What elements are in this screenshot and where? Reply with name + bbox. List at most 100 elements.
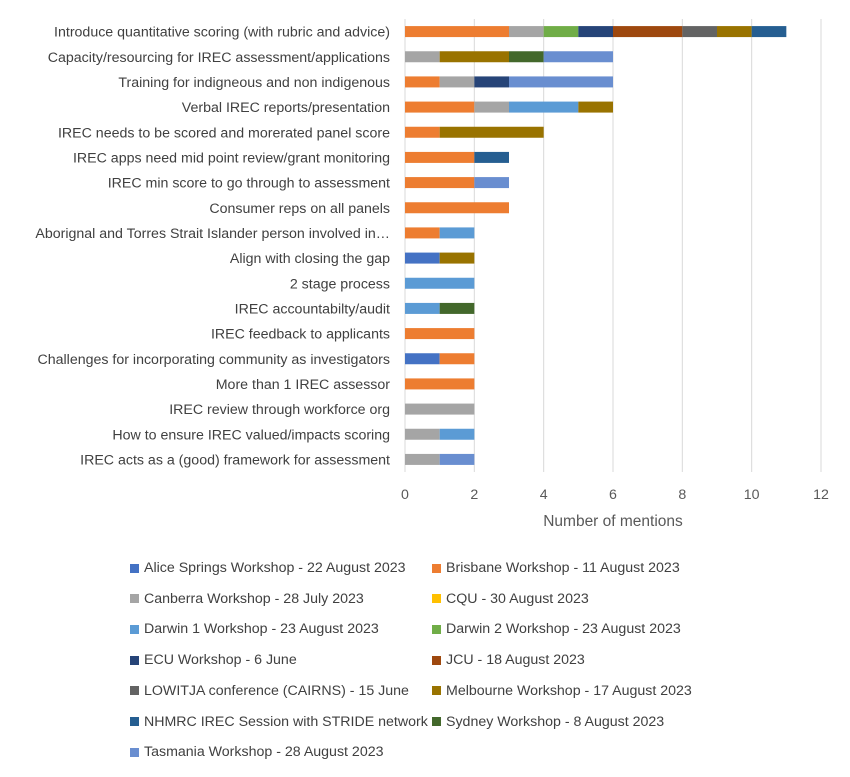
legend-swatch	[432, 655, 441, 665]
bar-segment	[405, 126, 440, 138]
legend-label: ECU Workshop - 6 June	[144, 652, 297, 669]
bar-segment	[439, 51, 509, 63]
bar-segment	[543, 26, 579, 38]
x-tick-label: 12	[813, 487, 829, 503]
legend-item: JCU - 18 August 2023	[432, 650, 585, 670]
category-label: IREC apps need mid point review/grant mo…	[73, 150, 390, 166]
legend-item: NHMRC IREC Session with STRIDE network	[130, 712, 428, 732]
category-label: Challenges for incorporating community a…	[38, 352, 391, 368]
x-tick-label: 8	[678, 487, 686, 503]
legend-item: Darwin 1 Workshop - 23 August 2023	[130, 619, 379, 639]
bar-segment	[405, 277, 475, 289]
bar-segment	[509, 51, 544, 63]
bar-segment	[405, 403, 475, 415]
bar-segment	[405, 26, 509, 38]
bar-segment	[405, 51, 440, 63]
legend-label: Darwin 1 Workshop - 23 August 2023	[144, 621, 379, 638]
legend-item: CQU - 30 August 2023	[432, 589, 589, 609]
bar-segment	[509, 76, 613, 88]
category-label: Aborignal and Torres Strait Islander per…	[35, 226, 390, 242]
bar-segment	[717, 26, 752, 38]
gridlines	[404, 19, 822, 472]
legend-swatch	[130, 563, 139, 573]
x-tick-label: 2	[470, 487, 478, 503]
legend-label: Alice Springs Workshop - 22 August 2023	[144, 560, 406, 576]
x-tick-labels: 0 2 4 6 8 10 12	[401, 487, 829, 503]
category-label: IREC feedback to applicants	[211, 327, 390, 343]
bar-segment	[405, 353, 440, 365]
bar-segment	[439, 126, 544, 138]
category-label: IREC needs to be scored and morerated pa…	[58, 125, 390, 141]
bar-segment	[439, 302, 475, 314]
legend-swatch	[432, 624, 441, 634]
legend-swatch	[130, 594, 139, 604]
bar-segment	[439, 227, 475, 239]
bar-segment	[509, 26, 544, 38]
category-label: IREC acts as a (good) framework for asse…	[80, 452, 390, 468]
category-label: Align with closing the gap	[230, 251, 390, 267]
legend-item: ECU Workshop - 6 June	[130, 650, 297, 670]
x-axis-title: Number of mentions	[543, 513, 683, 530]
legend-item: Sydney Workshop - 8 August 2023	[432, 712, 664, 732]
legend-item: Melbourne Workshop - 17 August 2023	[432, 681, 692, 701]
x-tick-label: 4	[540, 487, 548, 503]
bar-segment	[405, 76, 440, 88]
legend-swatch	[432, 686, 441, 696]
bar-segment	[405, 177, 475, 189]
legend-label: LOWITJA conference (CAIRNS) - 15 June	[144, 682, 409, 699]
legend-item: LOWITJA conference (CAIRNS) - 15 June	[130, 681, 409, 701]
category-label: Training for indigneous and non indigeno…	[118, 75, 390, 91]
category-label: IREC min score to go through to assessme…	[108, 176, 390, 192]
x-tick-label: 0	[401, 487, 409, 503]
legend-label: Brisbane Workshop - 11 August 2023	[446, 560, 680, 576]
category-label: Capacity/resourcing for IREC assessment/…	[48, 50, 390, 66]
bar-segment	[474, 177, 509, 189]
bar-segment	[405, 252, 440, 264]
bar-segment	[405, 227, 440, 239]
bar-segment	[439, 453, 475, 465]
legend-swatch	[130, 717, 139, 726]
category-label: Verbal IREC reports/presentation	[182, 100, 390, 116]
legend-swatch	[432, 563, 441, 573]
legend-swatch	[432, 717, 441, 726]
category-labels: Introduce quantitative scoring (with rub…	[35, 25, 390, 469]
bar-segment	[578, 26, 613, 38]
bar-segment	[439, 252, 475, 264]
legend-swatch	[130, 747, 139, 757]
legend-swatch	[432, 594, 441, 604]
bar-segment	[613, 26, 683, 38]
legend-label: Sydney Workshop - 8 August 2023	[446, 713, 665, 730]
bar-segment	[439, 428, 475, 440]
x-tick-label: 10	[744, 487, 760, 503]
category-label: IREC accountabilty/audit	[235, 301, 390, 317]
category-label: More than 1 IREC assessor	[216, 377, 391, 393]
bar-segment	[405, 151, 475, 163]
bar-segment	[474, 76, 509, 88]
bar-segment	[509, 101, 579, 113]
bar-segment	[405, 202, 509, 214]
legend-label: JCU - 18 August 2023	[446, 652, 585, 669]
bar-segment	[474, 151, 509, 163]
category-label: How to ensure IREC valued/impacts scorin…	[112, 427, 390, 443]
bar-segment	[439, 353, 475, 365]
bar-segment	[439, 76, 475, 88]
legend-label: Tasmania Workshop - 28 August 2023	[144, 744, 384, 761]
bar-segment	[543, 51, 613, 63]
legend-swatch	[130, 624, 139, 634]
bar-segment	[474, 101, 509, 113]
bar-segment	[405, 101, 475, 113]
bar-segment	[405, 453, 440, 465]
legend-swatch	[130, 686, 139, 696]
legend-item: Canberra Workshop - 28 July 2023	[130, 589, 364, 609]
legend-item: Darwin 2 Workshop - 23 August 2023	[432, 619, 681, 639]
legend-label: Canberra Workshop - 28 July 2023	[144, 590, 364, 607]
bar-segment	[578, 101, 613, 113]
legend-label: CQU - 30 August 2023	[446, 590, 589, 607]
bar-segment	[682, 26, 717, 38]
legend-label: NHMRC IREC Session with STRIDE network	[144, 713, 428, 730]
category-label: IREC review through workforce org	[169, 402, 390, 418]
category-label: 2 stage process	[290, 276, 390, 292]
category-label: Introduce quantitative scoring (with rub…	[54, 25, 390, 41]
legend-swatch	[130, 655, 139, 665]
